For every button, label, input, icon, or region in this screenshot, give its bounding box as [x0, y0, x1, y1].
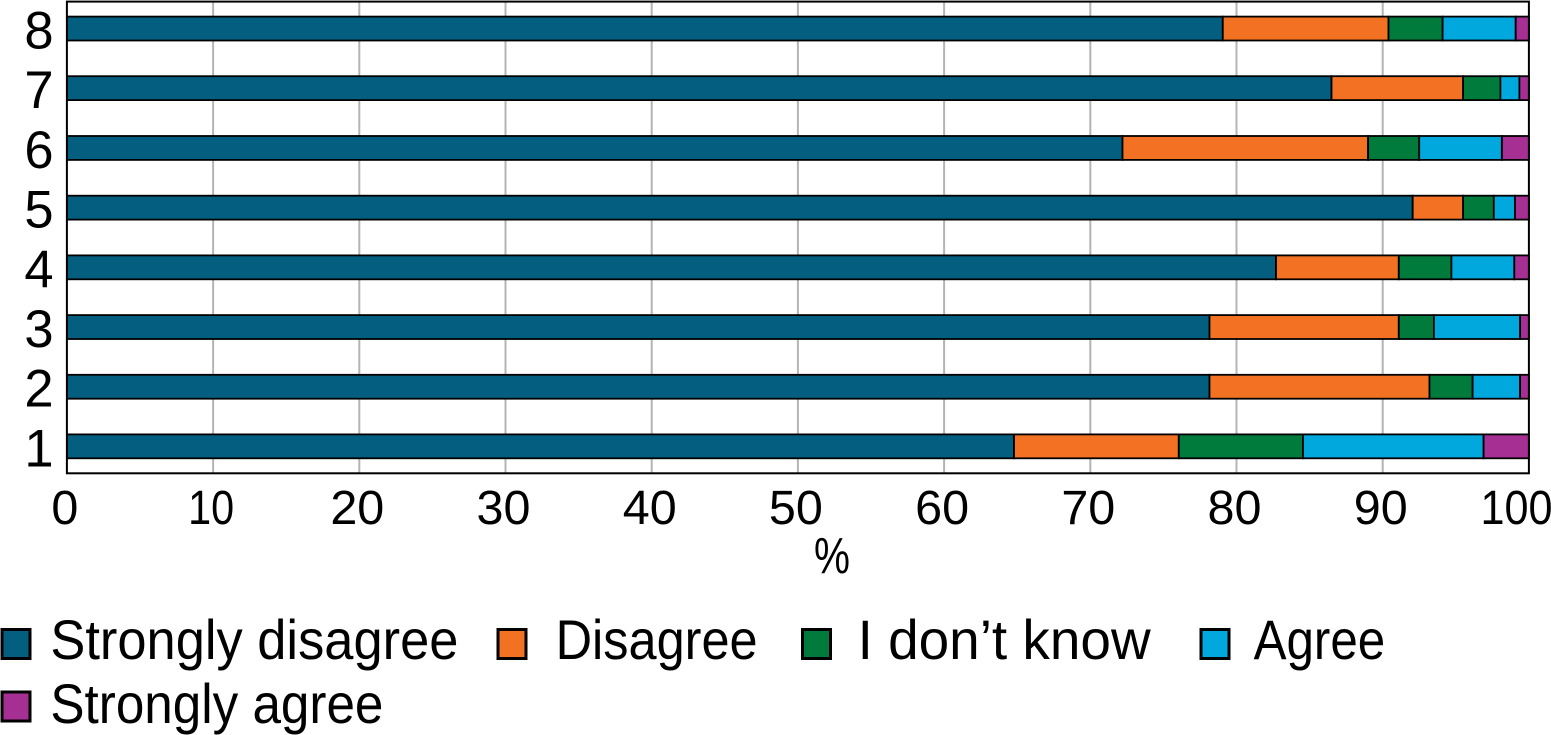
- svg-text:90: 90: [1354, 481, 1408, 535]
- svg-text:1: 1: [24, 419, 53, 478]
- svg-text:7: 7: [24, 61, 53, 120]
- svg-text:Strongly agree: Strongly agree: [50, 672, 383, 735]
- svg-text:%: %: [814, 527, 850, 584]
- svg-text:6: 6: [24, 121, 53, 180]
- svg-text:8: 8: [24, 2, 53, 61]
- svg-text:40: 40: [623, 481, 677, 535]
- svg-text:5: 5: [24, 181, 53, 240]
- svg-text:Disagree: Disagree: [556, 608, 758, 671]
- svg-text:60: 60: [915, 481, 969, 535]
- svg-text:30: 30: [477, 481, 531, 535]
- svg-text:10: 10: [188, 481, 234, 535]
- svg-text:2: 2: [24, 360, 53, 419]
- svg-text:Agree: Agree: [1254, 608, 1386, 671]
- svg-text:20: 20: [330, 481, 384, 535]
- svg-text:80: 80: [1208, 481, 1262, 535]
- svg-text:Strongly disagree: Strongly disagree: [50, 608, 458, 671]
- svg-text:50: 50: [769, 481, 823, 535]
- svg-text:70: 70: [1061, 481, 1115, 535]
- svg-text:3: 3: [24, 300, 53, 359]
- svg-text:4: 4: [24, 240, 53, 299]
- svg-text:100: 100: [1481, 481, 1551, 535]
- svg-text:0: 0: [51, 481, 78, 535]
- svg-text:I don’t know: I don’t know: [858, 608, 1152, 671]
